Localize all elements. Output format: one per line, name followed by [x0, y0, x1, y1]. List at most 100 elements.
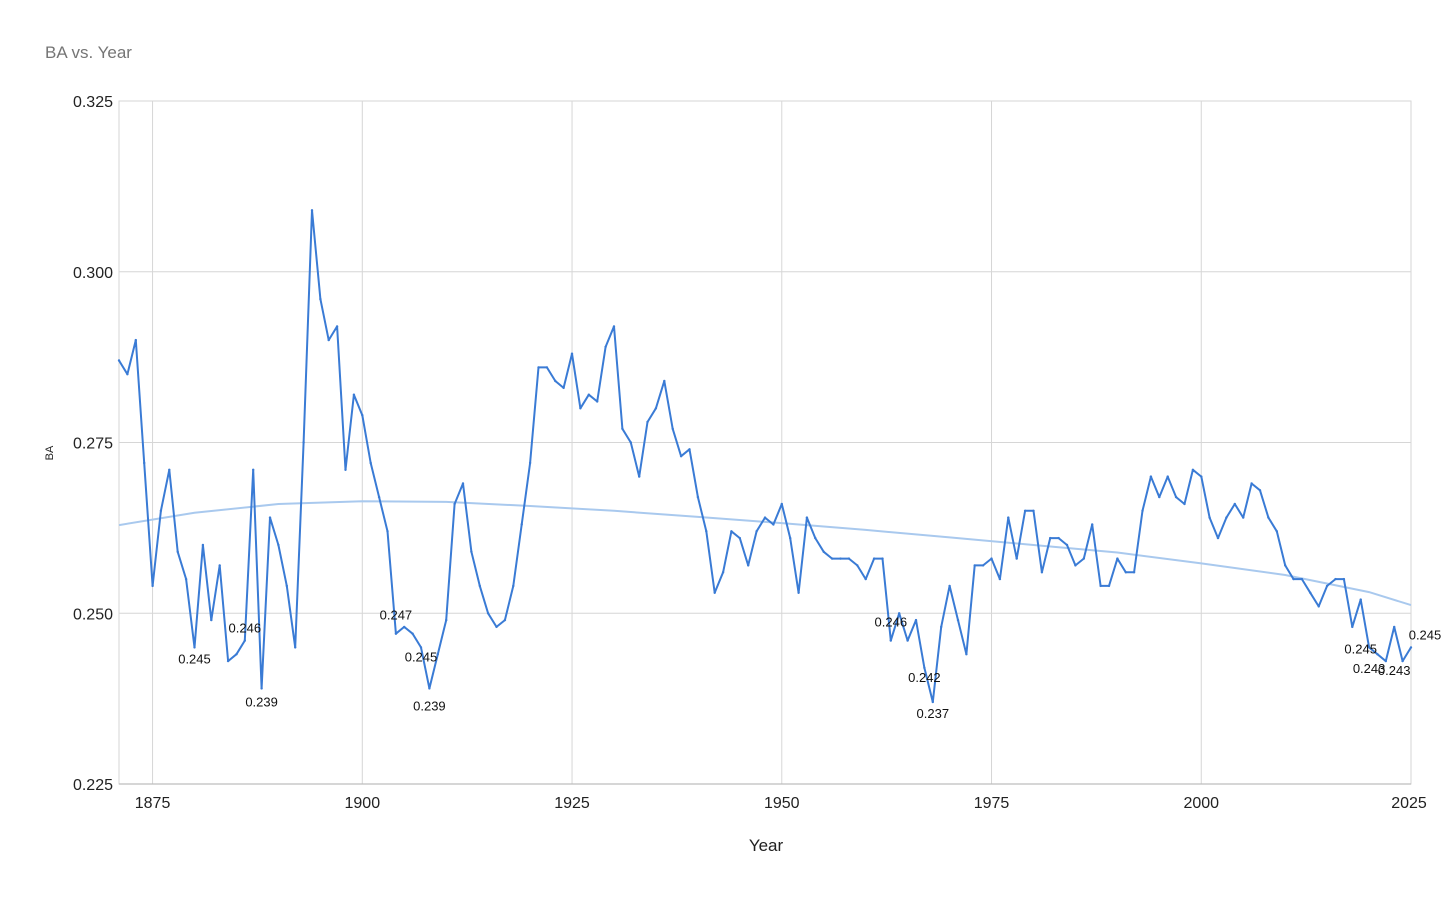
data-point[interactable]	[386, 530, 389, 533]
data-point[interactable]	[663, 379, 666, 383]
data-point[interactable]	[361, 414, 364, 417]
data-point[interactable]	[956, 618, 960, 622]
data-point[interactable]	[948, 584, 951, 588]
data-point[interactable]	[302, 441, 305, 444]
data-point[interactable]	[495, 625, 498, 629]
data-point[interactable]	[470, 550, 473, 553]
data-point[interactable]	[881, 557, 884, 560]
data-point[interactable]	[1275, 530, 1279, 533]
data-point[interactable]	[705, 530, 708, 533]
data-point[interactable]	[176, 550, 179, 553]
data-point[interactable]	[1158, 495, 1161, 499]
data-point[interactable]	[981, 564, 985, 567]
data-point[interactable]	[923, 666, 926, 670]
data-point[interactable]	[344, 468, 347, 471]
data-point[interactable]	[629, 441, 632, 444]
data-point[interactable]	[1191, 468, 1195, 471]
data-point[interactable]	[1384, 659, 1388, 663]
data-point[interactable]	[1057, 536, 1060, 540]
data-point[interactable]	[772, 523, 775, 526]
data-point[interactable]	[486, 612, 490, 615]
data-point[interactable]	[713, 591, 716, 594]
data-point[interactable]	[1065, 543, 1069, 547]
data-point[interactable]	[1292, 577, 1295, 581]
data-point[interactable]	[1082, 557, 1086, 560]
data-point[interactable]	[587, 393, 590, 396]
data-point[interactable]	[1032, 509, 1035, 512]
data-point[interactable]	[1258, 489, 1262, 492]
data-point[interactable]	[235, 653, 238, 656]
data-point[interactable]	[872, 557, 876, 560]
data-point[interactable]	[747, 564, 750, 567]
data-point[interactable]	[528, 461, 532, 465]
data-point[interactable]	[1233, 502, 1237, 506]
data-point[interactable]	[1359, 598, 1362, 601]
data-point[interactable]	[545, 366, 549, 369]
data-point[interactable]	[1309, 591, 1312, 594]
data-point[interactable]	[671, 427, 674, 430]
data-point[interactable]	[1023, 509, 1027, 512]
data-point[interactable]	[352, 393, 356, 396]
data-point[interactable]	[940, 625, 943, 629]
data-point[interactable]	[579, 407, 582, 410]
data-point[interactable]	[696, 495, 700, 499]
data-point[interactable]	[143, 461, 146, 465]
data-point[interactable]	[294, 646, 297, 649]
data-point[interactable]	[990, 557, 993, 560]
data-point[interactable]	[562, 386, 565, 390]
data-point[interactable]	[478, 584, 481, 588]
data-point[interactable]	[822, 550, 825, 553]
data-point[interactable]	[931, 700, 934, 704]
data-point[interactable]	[856, 564, 859, 567]
data-point[interactable]	[1200, 475, 1203, 478]
data-point[interactable]	[898, 612, 901, 615]
data-point[interactable]	[117, 359, 121, 362]
data-point[interactable]	[1216, 536, 1220, 540]
data-point[interactable]	[1141, 509, 1144, 512]
data-point[interactable]	[805, 516, 809, 519]
data-point[interactable]	[277, 543, 280, 547]
data-point[interactable]	[537, 366, 540, 369]
data-point[interactable]	[310, 209, 314, 212]
data-point[interactable]	[403, 625, 406, 629]
data-point[interactable]	[780, 502, 783, 506]
data-point[interactable]	[839, 557, 842, 560]
data-point[interactable]	[453, 502, 456, 506]
data-point[interactable]	[1334, 577, 1337, 581]
data-point[interactable]	[268, 516, 272, 519]
data-point[interactable]	[688, 448, 691, 451]
data-point[interactable]	[1099, 584, 1102, 588]
data-point[interactable]	[738, 536, 741, 540]
data-point[interactable]	[1250, 482, 1253, 485]
data-point[interactable]	[730, 530, 733, 533]
data-point[interactable]	[445, 618, 448, 622]
data-point[interactable]	[210, 618, 213, 622]
data-point[interactable]	[461, 482, 465, 485]
data-point[interactable]	[1015, 557, 1018, 560]
data-point[interactable]	[126, 373, 129, 376]
data-point[interactable]	[168, 468, 171, 471]
data-point[interactable]	[1040, 571, 1044, 574]
data-point[interactable]	[864, 577, 867, 581]
data-point[interactable]	[998, 577, 1002, 581]
data-point[interactable]	[151, 584, 154, 588]
data-point[interactable]	[604, 345, 607, 349]
data-point[interactable]	[327, 338, 330, 342]
data-point[interactable]	[394, 632, 398, 635]
data-point[interactable]	[906, 639, 909, 642]
data-point[interactable]	[847, 557, 851, 560]
data-point[interactable]	[1132, 571, 1136, 574]
data-point[interactable]	[1325, 584, 1329, 588]
data-point[interactable]	[763, 516, 767, 519]
data-point[interactable]	[260, 687, 263, 690]
data-point[interactable]	[1116, 557, 1119, 560]
data-point[interactable]	[503, 618, 507, 622]
data-point[interactable]	[1166, 475, 1169, 478]
data-point[interactable]	[1149, 475, 1153, 478]
data-point[interactable]	[554, 379, 557, 383]
data-point[interactable]	[1351, 625, 1354, 629]
data-point[interactable]	[1284, 564, 1287, 567]
data-point[interactable]	[319, 297, 322, 301]
data-point[interactable]	[973, 564, 976, 567]
data-point[interactable]	[612, 325, 616, 328]
